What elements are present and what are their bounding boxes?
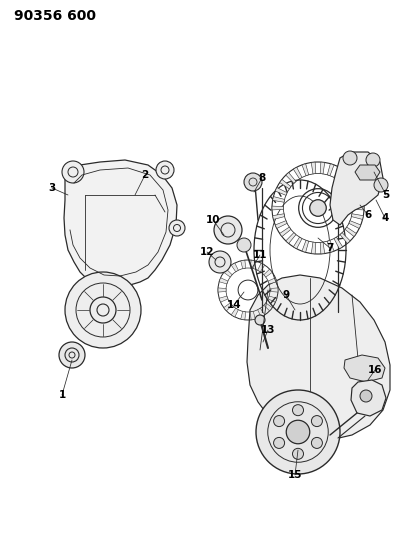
- Text: 16: 16: [367, 365, 381, 375]
- Circle shape: [311, 416, 322, 426]
- Circle shape: [342, 151, 356, 165]
- Text: 4: 4: [381, 213, 388, 223]
- Polygon shape: [275, 188, 286, 195]
- Circle shape: [255, 390, 339, 474]
- Polygon shape: [263, 269, 271, 277]
- Polygon shape: [257, 308, 264, 317]
- Circle shape: [213, 216, 241, 244]
- Text: 2: 2: [141, 170, 148, 180]
- Text: 6: 6: [363, 210, 371, 220]
- Text: 8: 8: [258, 173, 265, 183]
- Polygon shape: [219, 296, 227, 302]
- Polygon shape: [333, 237, 342, 249]
- Text: 3: 3: [48, 183, 55, 193]
- Circle shape: [254, 315, 264, 325]
- Polygon shape: [250, 260, 255, 269]
- Polygon shape: [350, 197, 363, 202]
- Polygon shape: [343, 355, 384, 382]
- Polygon shape: [275, 221, 286, 229]
- Polygon shape: [293, 167, 301, 179]
- Text: 11: 11: [252, 250, 267, 260]
- Polygon shape: [246, 275, 389, 440]
- Polygon shape: [64, 160, 176, 288]
- Circle shape: [373, 178, 387, 192]
- Polygon shape: [285, 232, 295, 244]
- Circle shape: [292, 405, 303, 416]
- Polygon shape: [240, 260, 245, 269]
- Polygon shape: [257, 263, 264, 272]
- Polygon shape: [267, 278, 276, 284]
- Polygon shape: [350, 380, 385, 416]
- Polygon shape: [339, 173, 349, 183]
- Polygon shape: [310, 242, 315, 254]
- Circle shape: [168, 220, 184, 236]
- Circle shape: [292, 448, 303, 459]
- Polygon shape: [301, 240, 308, 252]
- Text: 90356 600: 90356 600: [14, 9, 96, 23]
- Polygon shape: [231, 263, 238, 272]
- Text: 5: 5: [381, 190, 389, 200]
- Polygon shape: [293, 237, 301, 249]
- Polygon shape: [326, 240, 333, 252]
- Circle shape: [273, 416, 284, 426]
- Polygon shape: [329, 152, 382, 225]
- Polygon shape: [250, 311, 255, 320]
- Polygon shape: [344, 180, 355, 189]
- Polygon shape: [223, 269, 232, 277]
- Polygon shape: [301, 164, 308, 176]
- Polygon shape: [348, 221, 360, 229]
- Polygon shape: [352, 206, 363, 210]
- Text: 12: 12: [199, 247, 214, 257]
- Polygon shape: [310, 162, 315, 174]
- Polygon shape: [267, 296, 276, 302]
- Polygon shape: [223, 303, 232, 311]
- Polygon shape: [354, 165, 379, 180]
- Polygon shape: [240, 311, 245, 320]
- Polygon shape: [217, 288, 225, 292]
- Circle shape: [309, 200, 326, 216]
- Circle shape: [365, 153, 379, 167]
- Circle shape: [273, 438, 284, 448]
- Polygon shape: [279, 227, 290, 237]
- Text: 14: 14: [226, 300, 241, 310]
- Polygon shape: [326, 164, 333, 176]
- Polygon shape: [333, 167, 342, 179]
- Polygon shape: [269, 288, 277, 292]
- Polygon shape: [219, 278, 227, 284]
- Polygon shape: [272, 214, 284, 220]
- Circle shape: [62, 161, 84, 183]
- Polygon shape: [319, 162, 324, 174]
- Polygon shape: [285, 173, 295, 183]
- Text: 1: 1: [58, 390, 65, 400]
- Circle shape: [156, 161, 174, 179]
- Text: 10: 10: [205, 215, 220, 225]
- Text: 9: 9: [282, 290, 289, 300]
- Circle shape: [286, 420, 309, 444]
- Circle shape: [209, 251, 231, 273]
- Polygon shape: [231, 308, 238, 317]
- Circle shape: [65, 272, 141, 348]
- Circle shape: [243, 173, 261, 191]
- Polygon shape: [339, 232, 349, 244]
- Polygon shape: [263, 303, 271, 311]
- Polygon shape: [350, 214, 363, 220]
- Polygon shape: [279, 180, 290, 189]
- Polygon shape: [319, 242, 324, 254]
- Polygon shape: [344, 227, 355, 237]
- Text: 7: 7: [326, 243, 333, 253]
- Text: 15: 15: [287, 470, 302, 480]
- Text: 13: 13: [260, 325, 275, 335]
- Circle shape: [311, 438, 322, 448]
- Circle shape: [59, 342, 85, 368]
- Circle shape: [359, 390, 371, 402]
- Polygon shape: [271, 206, 283, 210]
- Circle shape: [237, 238, 250, 252]
- Polygon shape: [272, 197, 284, 202]
- Polygon shape: [348, 188, 360, 195]
